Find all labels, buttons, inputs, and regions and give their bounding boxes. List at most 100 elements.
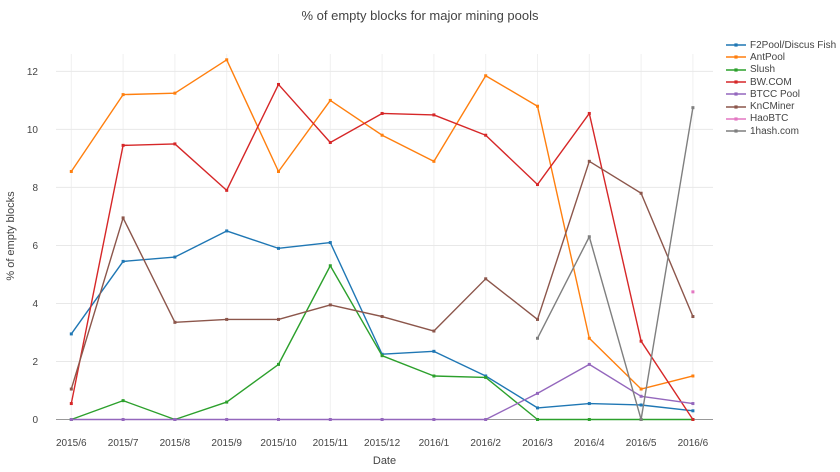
data-point-marker[interactable] [536,391,539,395]
data-point-marker[interactable] [69,169,73,173]
data-point-marker[interactable] [691,374,695,378]
data-point-marker[interactable] [432,418,436,421]
data-point-marker[interactable] [639,403,643,407]
data-point-marker[interactable] [328,98,332,102]
data-point-marker[interactable] [484,418,488,421]
x-tick-label: 2015/6 [56,438,87,449]
data-point-marker[interactable] [484,74,488,78]
legend-item-antpool[interactable]: AntPool [725,51,836,63]
data-point-marker[interactable] [432,374,436,378]
data-point-marker[interactable] [225,58,229,62]
data-point-marker[interactable] [225,418,229,421]
data-point-marker[interactable] [69,418,73,421]
data-point-marker[interactable] [432,349,436,353]
x-tick-label: 2016/5 [626,438,657,449]
legend-item-bw-com[interactable]: BW.COM [725,76,836,88]
data-point-marker[interactable] [639,339,643,343]
legend-item-slush[interactable]: Slush [725,64,836,76]
data-point-marker[interactable] [587,159,591,163]
data-point-marker[interactable] [536,336,539,340]
data-point-marker[interactable] [380,133,384,137]
data-point-marker[interactable] [380,111,384,115]
data-point-marker[interactable] [121,143,125,147]
data-point-marker[interactable] [173,418,177,421]
data-point-marker[interactable] [639,387,643,391]
series-bw-com[interactable] [69,82,695,421]
data-point-marker[interactable] [173,255,177,259]
data-point-marker[interactable] [536,183,539,187]
y-tick-label: 8 [32,183,38,194]
data-point-marker[interactable] [536,104,539,108]
data-point-marker[interactable] [536,317,539,321]
legend-item-haobtc[interactable]: HaoBTC [725,113,836,125]
data-point-marker[interactable] [121,418,125,421]
legend-item-btcc-pool[interactable]: BTCC Pool [725,88,836,100]
legend-line-icon [726,68,746,72]
data-point-marker[interactable] [173,142,177,146]
data-point-marker[interactable] [328,418,332,421]
data-point-marker[interactable] [587,235,591,239]
data-point-marker[interactable] [536,406,539,410]
data-point-marker[interactable] [380,418,384,421]
data-point-marker[interactable] [380,354,384,358]
data-point-marker[interactable] [691,402,695,406]
data-point-marker[interactable] [121,93,125,97]
data-point-marker[interactable] [121,216,125,220]
data-point-marker[interactable] [587,418,591,421]
data-point-marker[interactable] [277,317,280,321]
data-point-marker[interactable] [536,418,539,421]
legend-label: 1hash.com [750,125,799,137]
series-kncminer[interactable] [69,159,695,391]
legend-item-1hash-com[interactable]: 1hash.com [725,125,836,137]
data-point-marker[interactable] [587,362,591,366]
data-point-marker[interactable] [587,336,591,340]
data-point-marker[interactable] [691,290,695,294]
data-point-marker[interactable] [277,362,280,366]
data-point-marker[interactable] [432,159,436,163]
data-point-marker[interactable] [691,106,695,110]
data-point-marker[interactable] [225,188,229,192]
data-point-marker[interactable] [225,229,229,233]
data-point-marker[interactable] [328,241,332,245]
data-point-marker[interactable] [484,375,488,379]
data-point-marker[interactable] [277,418,280,421]
y-tick-label: 10 [27,125,39,136]
data-point-marker[interactable] [225,400,229,404]
series-1hash-com[interactable] [536,106,695,421]
legend-item-kncminer[interactable]: KnCMiner [725,100,836,112]
series-btcc-pool[interactable] [69,362,695,421]
data-point-marker[interactable] [121,399,125,403]
legend-item-f2pool-discus-fish[interactable]: F2Pool/Discus Fish [725,39,836,51]
data-point-marker[interactable] [432,329,436,333]
data-point-marker[interactable] [691,418,695,421]
data-point-marker[interactable] [225,317,229,321]
data-point-marker[interactable] [484,277,488,281]
y-tick-label: 4 [32,299,38,310]
data-point-marker[interactable] [587,402,591,406]
data-point-marker[interactable] [69,402,73,406]
data-point-marker[interactable] [328,140,332,144]
data-point-marker[interactable] [328,303,332,307]
data-point-marker[interactable] [277,246,280,250]
data-point-marker[interactable] [639,191,643,195]
data-point-marker[interactable] [328,264,332,268]
series-line[interactable] [536,107,694,421]
data-point-marker[interactable] [173,91,177,95]
data-point-marker[interactable] [587,111,591,115]
data-point-marker[interactable] [691,315,695,319]
data-point-marker[interactable] [277,169,280,173]
series-antpool[interactable] [69,58,695,391]
data-point-marker[interactable] [432,113,436,117]
data-point-marker[interactable] [121,259,125,263]
data-point-marker[interactable] [639,394,643,398]
data-point-marker[interactable] [277,82,280,86]
data-point-marker[interactable] [69,387,73,391]
data-point-marker[interactable] [173,320,177,324]
data-point-marker[interactable] [484,133,488,137]
data-point-marker[interactable] [380,315,384,319]
series-haobtc[interactable] [691,290,695,294]
data-point-marker[interactable] [691,409,695,413]
data-point-marker[interactable] [639,418,643,421]
x-axis-title: Date [372,455,397,467]
data-point-marker[interactable] [69,332,73,336]
